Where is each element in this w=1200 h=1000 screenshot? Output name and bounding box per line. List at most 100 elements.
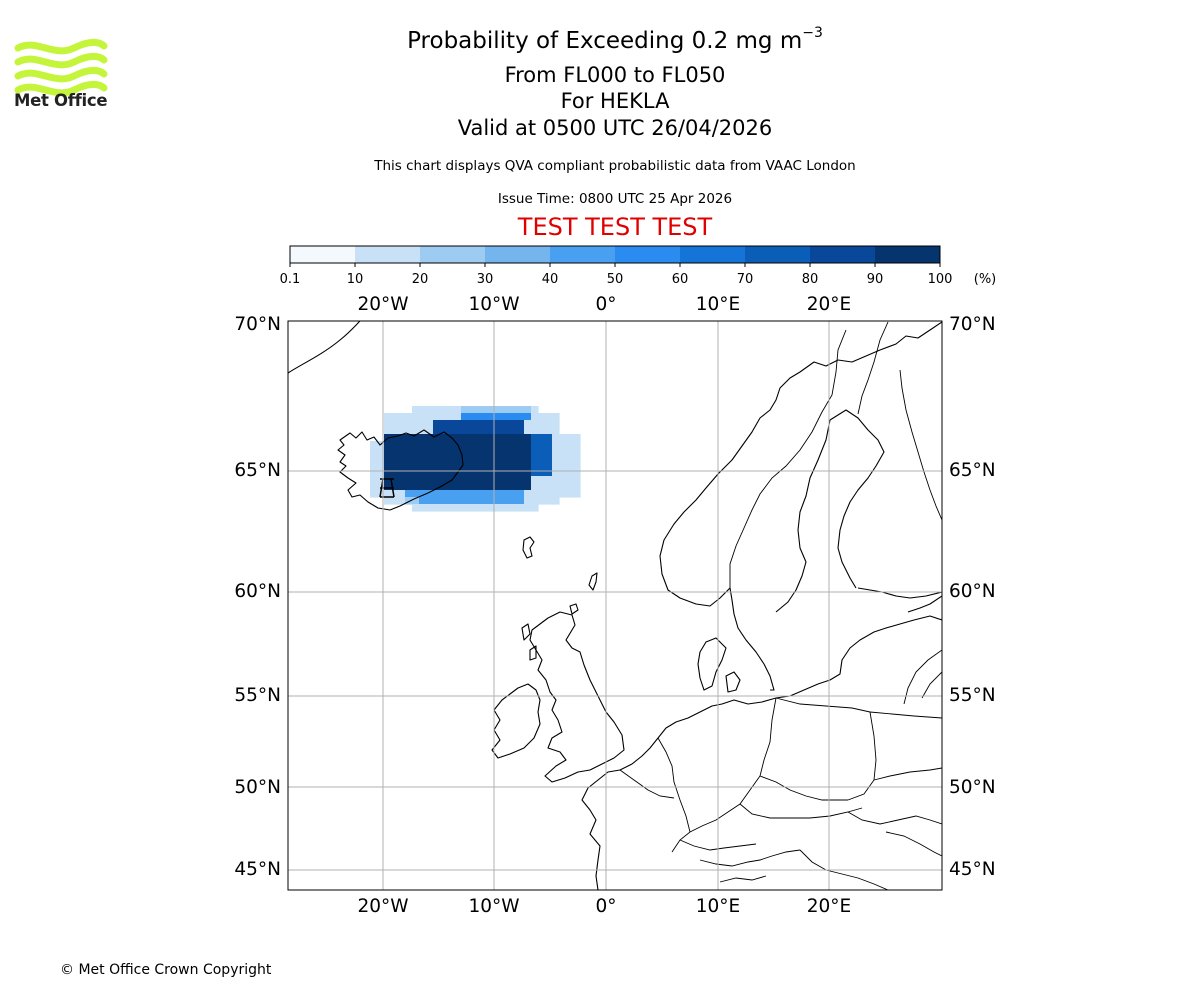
ash-cell (496, 469, 504, 477)
ash-cell (489, 455, 497, 463)
ash-cell (524, 455, 532, 463)
ash-cell (405, 441, 413, 449)
ash-cell (391, 490, 399, 498)
ash-cell (433, 434, 441, 442)
ash-cell (433, 504, 441, 512)
ash-cell (405, 448, 413, 456)
ash-cell (398, 490, 406, 498)
ash-cell (398, 427, 406, 435)
ash-cell (545, 476, 553, 484)
ash-cell (496, 483, 504, 491)
ash-cell (489, 427, 497, 435)
ash-cell (447, 490, 455, 498)
ash-cell (405, 483, 413, 491)
ash-cell (566, 490, 574, 498)
ash-cell (510, 476, 518, 484)
ash-cell (545, 441, 553, 449)
lat-label: 70°N (234, 314, 281, 335)
ash-cell (384, 476, 392, 484)
ash-cell (433, 462, 441, 470)
ash-cell (454, 448, 462, 456)
ash-cell (524, 420, 532, 428)
ash-cell (559, 476, 567, 484)
ash-cell (440, 462, 448, 470)
ash-cell (405, 413, 413, 421)
ash-cell (552, 455, 560, 463)
ash-cell (433, 448, 441, 456)
lat-label: 50°N (949, 777, 996, 798)
ash-cell (426, 462, 434, 470)
ash-cell (510, 455, 518, 463)
ash-cell (545, 413, 553, 421)
ash-cell (454, 462, 462, 470)
ash-cell (391, 427, 399, 435)
ash-cell (496, 497, 504, 505)
ash-cell (440, 441, 448, 449)
lon-label: 20°W (357, 294, 408, 315)
ash-cell (510, 483, 518, 491)
lon-label: 20°E (807, 896, 851, 917)
ash-cell (433, 406, 441, 414)
ash-cell (496, 427, 504, 435)
chart-title: Probability of Exceeding 0.2 mg m−3 (407, 25, 823, 54)
ash-cell (426, 497, 434, 505)
lat-label: 65°N (234, 460, 281, 481)
ash-cell (552, 448, 560, 456)
ash-cell (545, 434, 553, 442)
ash-cell (447, 448, 455, 456)
ash-cell (510, 427, 518, 435)
ash-cell (370, 462, 378, 470)
ash-cell (496, 448, 504, 456)
ash-cell (419, 483, 427, 491)
ash-cell (482, 469, 490, 477)
ash-cell (391, 420, 399, 428)
ash-cell (545, 462, 553, 470)
ash-cell (531, 413, 539, 421)
ash-cell (412, 434, 420, 442)
ash-cell (475, 441, 483, 449)
ash-cell (573, 441, 581, 449)
ash-cell (447, 469, 455, 477)
ash-cell (419, 420, 427, 428)
ash-cell (510, 441, 518, 449)
ash-cell (517, 497, 525, 505)
ash-cell (468, 406, 476, 414)
ash-cell (559, 462, 567, 470)
ash-cell (454, 476, 462, 484)
ash-cell (524, 504, 532, 512)
ash-cell (489, 406, 497, 414)
lon-label: 10°W (468, 896, 519, 917)
ash-cell (566, 455, 574, 463)
ash-cell (510, 413, 518, 421)
ash-cell (496, 476, 504, 484)
lat-label: 70°N (949, 314, 996, 335)
ash-cell (426, 469, 434, 477)
ash-cell (552, 420, 560, 428)
ash-cell (531, 483, 539, 491)
ash-cell (398, 448, 406, 456)
ash-cell (391, 455, 399, 463)
ash-cell (517, 455, 525, 463)
colorbar-tick-label: 30 (477, 272, 494, 287)
ash-cell (447, 406, 455, 414)
ash-cell (531, 455, 539, 463)
lon-labels-bottom: 20°W 10°W 0° 10°E 20°E (357, 896, 851, 917)
ash-cell (538, 497, 546, 505)
ash-cell (482, 476, 490, 484)
ash-cell (482, 406, 490, 414)
ash-cell (482, 420, 490, 428)
ash-cell (517, 462, 525, 470)
ash-cell (377, 448, 385, 456)
ash-cell (468, 483, 476, 491)
ash-cell (510, 462, 518, 470)
colorbar-bin (745, 246, 811, 263)
ash-cell (440, 504, 448, 512)
ash-cell (559, 434, 567, 442)
ash-cell (482, 490, 490, 498)
ash-cell (370, 490, 378, 498)
ash-cell (496, 413, 504, 421)
ash-cell (510, 504, 518, 512)
ash-cell (412, 420, 420, 428)
ash-cell (503, 427, 511, 435)
